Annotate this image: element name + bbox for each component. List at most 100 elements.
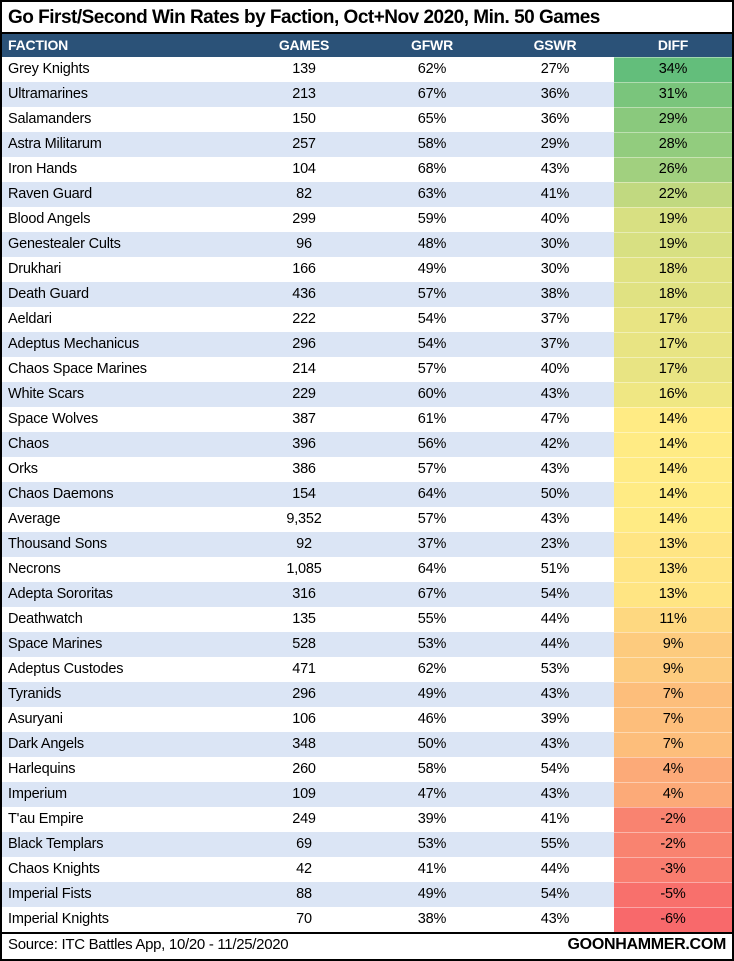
gfwr-cell: 46%	[417, 711, 447, 727]
faction-cell: Ultramarines	[2, 82, 240, 107]
gfwr-cell: 50%	[368, 732, 496, 757]
gswr-cell: 40%	[540, 211, 570, 227]
gswr-cell: 43%	[540, 461, 570, 477]
gswr-cell: 30%	[496, 232, 614, 257]
diff-cell: 4%	[614, 757, 732, 782]
diff-cell: -3%	[614, 857, 732, 882]
brand-label: GOONHAMMER.COM	[567, 935, 727, 953]
games-cell: 387	[292, 411, 316, 427]
gfwr-cell: 53%	[368, 832, 496, 857]
faction-cell: Death Guard	[2, 282, 240, 307]
games-cell: 386	[292, 461, 316, 477]
gswr-cell: 40%	[540, 361, 570, 377]
column-header-games: GAMES	[278, 37, 330, 53]
source-note: Source: ITC Battles App, 10/20 - 11/25/2…	[8, 935, 289, 953]
games-cell: 70	[296, 911, 312, 927]
gfwr-cell: 39%	[417, 811, 447, 827]
gswr-cell: 50%	[496, 482, 614, 507]
table-row: Dark Angels 348 50% 43% 7%	[2, 732, 732, 757]
table-row: Salamanders 150 65% 36% 29%	[2, 107, 732, 132]
table-row: Harlequins 260 58% 54% 4%	[2, 757, 732, 782]
table-row: Raven Guard 82 63% 41% 22%	[2, 182, 732, 207]
gfwr-cell: 54%	[417, 311, 447, 327]
faction-cell: Iron Hands	[8, 161, 77, 177]
games-cell: 396	[240, 432, 368, 457]
gswr-cell: 29%	[496, 132, 614, 157]
gfwr-cell: 57%	[417, 361, 447, 377]
diff-cell: 14%	[614, 407, 732, 432]
gfwr-cell: 57%	[417, 461, 447, 477]
faction-cell: Average	[8, 511, 61, 527]
gfwr-cell: 53%	[368, 632, 496, 657]
gswr-cell: 55%	[496, 832, 614, 857]
gswr-cell: 43%	[540, 911, 570, 927]
games-cell: 348	[240, 732, 368, 757]
faction-cell: Adeptus Custodes	[8, 661, 124, 677]
games-cell: 150	[292, 111, 316, 127]
gfwr-cell: 62%	[417, 661, 447, 677]
games-cell: 249	[292, 811, 316, 827]
gfwr-cell: 56%	[368, 432, 496, 457]
gfwr-cell: 67%	[368, 582, 496, 607]
diff-cell: 9%	[614, 657, 732, 682]
faction-cell: Raven Guard	[2, 182, 240, 207]
gfwr-cell: 58%	[417, 761, 447, 777]
games-cell: 213	[240, 82, 368, 107]
gswr-cell: 43%	[540, 511, 570, 527]
games-cell: 1,085	[286, 561, 322, 577]
diff-cell: 17%	[614, 357, 732, 382]
table-header: FACTION GAMES GFWR GSWR DIFF	[2, 34, 732, 57]
games-cell: 316	[240, 582, 368, 607]
faction-cell: Space Marines	[2, 632, 240, 657]
table-row: Iron Hands 104 68% 43% 26%	[2, 157, 732, 182]
gfwr-cell: 59%	[417, 211, 447, 227]
gfwr-cell: 54%	[368, 332, 496, 357]
gfwr-cell: 55%	[417, 611, 447, 627]
gfwr-cell: 47%	[368, 782, 496, 807]
table-row: White Scars 229 60% 43% 16%	[2, 382, 732, 407]
diff-cell: 14%	[614, 457, 732, 482]
faction-cell: White Scars	[2, 382, 240, 407]
gfwr-cell: 48%	[368, 232, 496, 257]
gfwr-cell: 64%	[368, 482, 496, 507]
faction-cell: Salamanders	[8, 111, 92, 127]
faction-cell: Chaos Daemons	[2, 482, 240, 507]
diff-cell: 11%	[614, 607, 732, 632]
table-row: Grey Knights 139 62% 27% 34%	[2, 57, 732, 82]
faction-cell: Blood Angels	[8, 211, 91, 227]
faction-cell: Astra Militarum	[2, 132, 240, 157]
table-row: Orks 386 57% 43% 14%	[2, 457, 732, 482]
games-cell: 42	[296, 861, 312, 877]
table-row: Space Wolves 387 61% 47% 14%	[2, 407, 732, 432]
gswr-cell: 43%	[496, 682, 614, 707]
faction-cell: Chaos Space Marines	[8, 361, 147, 377]
gswr-cell: 23%	[496, 532, 614, 557]
faction-cell: Aeldari	[8, 311, 52, 327]
table-row: Imperium 109 47% 43% 4%	[2, 782, 732, 807]
gswr-cell: 43%	[540, 161, 570, 177]
faction-cell: Imperial Knights	[8, 911, 109, 927]
column-header-gfwr: GFWR	[411, 37, 453, 53]
gswr-cell: 43%	[496, 732, 614, 757]
faction-cell: Chaos Knights	[8, 861, 100, 877]
table-row: Adeptus Custodes 471 62% 53% 9%	[2, 657, 732, 682]
table-row: Imperial Knights 70 38% 43% -6%	[2, 907, 732, 932]
diff-cell: -2%	[614, 832, 732, 857]
gfwr-cell: 60%	[368, 382, 496, 407]
gswr-cell: 54%	[540, 761, 570, 777]
table-row: Deathwatch 135 55% 44% 11%	[2, 607, 732, 632]
games-cell: 296	[240, 332, 368, 357]
gswr-cell: 37%	[540, 311, 570, 327]
faction-cell: Thousand Sons	[2, 532, 240, 557]
games-cell: 104	[292, 161, 316, 177]
games-cell: 109	[240, 782, 368, 807]
gfwr-cell: 57%	[417, 511, 447, 527]
faction-cell: Adeptus Mechanicus	[2, 332, 240, 357]
games-cell: 88	[240, 882, 368, 907]
diff-cell: 31%	[614, 82, 732, 107]
games-cell: 229	[240, 382, 368, 407]
table-row: Adepta Sororitas 316 67% 54% 13%	[2, 582, 732, 607]
table-row: T'au Empire 249 39% 41% -2%	[2, 807, 732, 832]
table-row: Astra Militarum 257 58% 29% 28%	[2, 132, 732, 157]
table-row: Adeptus Mechanicus 296 54% 37% 17%	[2, 332, 732, 357]
